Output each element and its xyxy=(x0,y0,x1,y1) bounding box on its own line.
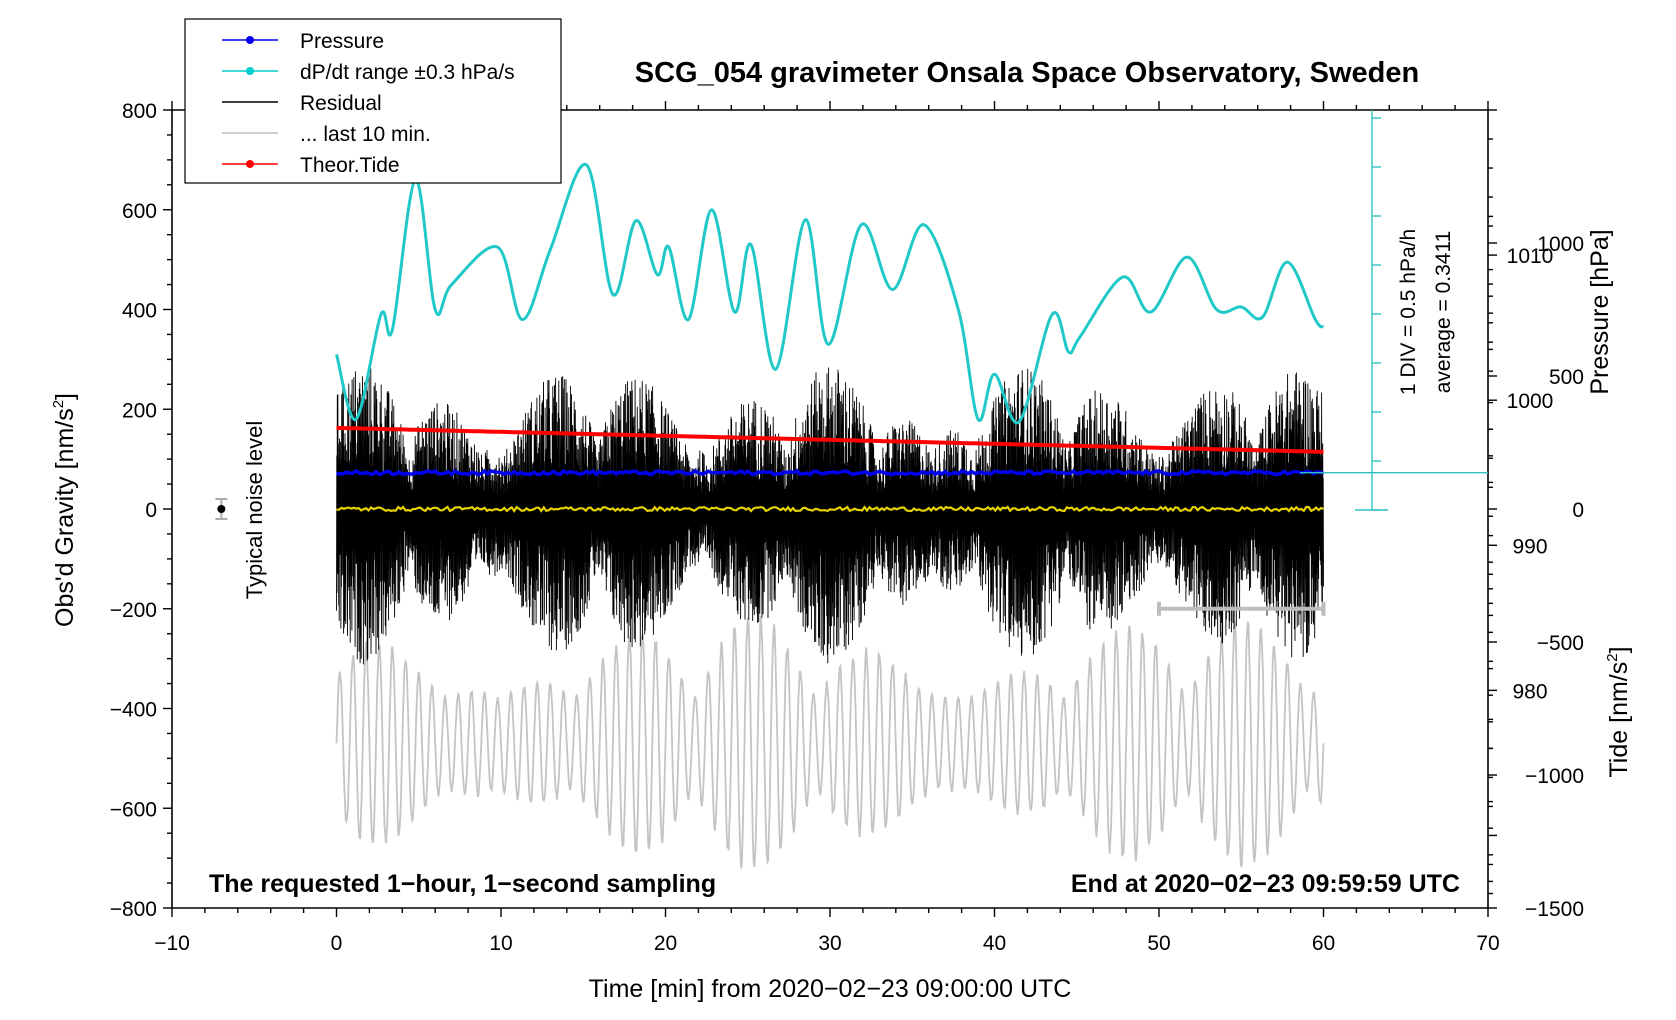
pressure-scale-ruler xyxy=(1300,110,1488,511)
y-left-tick-label: 400 xyxy=(122,300,157,323)
tide-tick-label: 0 xyxy=(1572,499,1584,522)
residual-line xyxy=(336,367,1324,665)
legend-label: Pressure xyxy=(300,30,384,53)
legend-label: Theor.Tide xyxy=(300,154,400,177)
noise-level-label: Typical noise level xyxy=(242,421,267,600)
legend-swatch-marker xyxy=(246,36,254,44)
end-time-note: End at 2020−02−23 09:59:59 UTC xyxy=(1071,870,1460,898)
legend-label: ... last 10 min. xyxy=(300,123,431,146)
x-tick-label: −10 xyxy=(154,932,190,955)
x-axis-label: Time [min] from 2020−02−23 09:00:00 UTC xyxy=(589,975,1072,1003)
y-left-tick-label: 600 xyxy=(122,200,157,223)
x-tick-label: 40 xyxy=(983,932,1006,955)
tide-tick-label: −500 xyxy=(1537,632,1584,655)
tide-tick-label: −1000 xyxy=(1525,765,1584,788)
scale-div-label: 1 DIV = 0.5 hPa/h xyxy=(1397,229,1420,395)
x-tick-label: 20 xyxy=(654,932,677,955)
y-left-tick-label: 0 xyxy=(145,499,157,522)
y-left-tick-label: −200 xyxy=(110,599,157,622)
y-left-tick-label: −400 xyxy=(110,699,157,722)
y-left-tick-label: −800 xyxy=(110,898,157,921)
tide-oscillation-line xyxy=(335,615,1325,869)
y-left-tick-label: 800 xyxy=(122,100,157,123)
x-tick-label: 0 xyxy=(331,932,343,955)
legend-box xyxy=(184,18,562,184)
legend-label: Residual xyxy=(300,92,382,115)
sampling-note: The requested 1−hour, 1−second sampling xyxy=(209,870,716,898)
pressure-tick-label: 1010 xyxy=(1507,245,1554,268)
y-left-tick-label: −600 xyxy=(110,798,157,821)
y-left-tick-label: 200 xyxy=(122,399,157,422)
tide-tick-label: −1500 xyxy=(1525,898,1584,921)
chart-title: SCG_054 gravimeter Onsala Space Observat… xyxy=(635,57,1419,89)
pressure-line xyxy=(336,468,1324,477)
x-tick-label: 50 xyxy=(1147,932,1170,955)
y-axis-label-gravity: Obs'd Gravity [nm/s2] xyxy=(50,393,79,627)
tide-tick-label: 500 xyxy=(1549,366,1584,389)
scale-average-label: average = 0.3411 xyxy=(1432,231,1455,394)
y-axis-label-pressure: Pressure [hPa] xyxy=(1586,229,1614,394)
mean-residual-line xyxy=(336,505,1324,513)
x-tick-label: 60 xyxy=(1312,932,1335,955)
x-tick-label: 70 xyxy=(1476,932,1499,955)
tick-labels: −10 0 10 20 30 40 50 60 70 800 600 400 200 0 −200 −400 −… xyxy=(110,100,1584,955)
legend: Pressure dP/dt range ±0.3 hPa/s Residual..… xyxy=(184,18,562,184)
theoretical-tide-line xyxy=(336,425,1324,454)
legend-swatch-marker xyxy=(246,160,254,168)
y-axis-label-tide: Tide [nm/s2] xyxy=(1604,646,1633,777)
legend-label: dP/dt range ±0.3 hPa/s xyxy=(300,61,515,84)
pressure-tick-label: 1000 xyxy=(1507,390,1554,413)
legend-swatch-marker xyxy=(246,67,254,75)
dpdt-line xyxy=(335,163,1325,425)
x-tick-label: 30 xyxy=(818,932,841,955)
x-tick-label: 10 xyxy=(489,932,512,955)
noise-level-point xyxy=(217,505,226,513)
pressure-tick-label: 980 xyxy=(1512,680,1547,703)
tide-tick-label: 1000 xyxy=(1537,233,1584,256)
pressure-tick-label: 990 xyxy=(1512,535,1547,558)
series-layer xyxy=(215,163,1326,869)
